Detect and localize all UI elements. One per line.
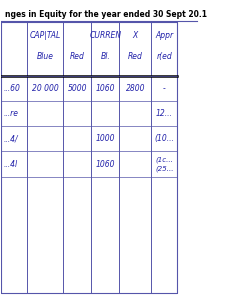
Text: (25...: (25... [154,165,173,172]
Text: Red: Red [70,52,85,61]
Text: CAP|TAL: CAP|TAL [30,31,61,40]
Text: Blue: Blue [37,52,54,61]
Text: 1000: 1000 [95,134,114,143]
Text: 1060: 1060 [95,84,114,93]
Text: -: - [162,84,165,93]
Text: 2800: 2800 [125,84,144,93]
Text: 20 000: 20 000 [32,84,58,93]
Text: X: X [132,31,137,40]
Text: nges in Equity for the year ended 30 Sept 20.1: nges in Equity for the year ended 30 Sep… [5,10,207,19]
Text: (1c...: (1c... [155,156,172,163]
Text: CURREN: CURREN [89,31,121,40]
Bar [1,22,177,293]
Text: (10...: (10... [154,134,174,143]
Text: 12...: 12... [155,109,172,118]
Text: r(ed: r(ed [156,52,172,61]
Text: ...4/: ...4/ [3,134,18,143]
Text: ...4l: ...4l [3,160,17,169]
Text: Appr: Appr [155,31,173,40]
Text: 5000: 5000 [67,84,87,93]
Text: ...re: ...re [3,109,18,118]
Text: 1060: 1060 [95,160,114,169]
Text: Red: Red [127,52,142,61]
Text: ...60: ...60 [3,84,20,93]
Text: Bl.: Bl. [100,52,110,61]
